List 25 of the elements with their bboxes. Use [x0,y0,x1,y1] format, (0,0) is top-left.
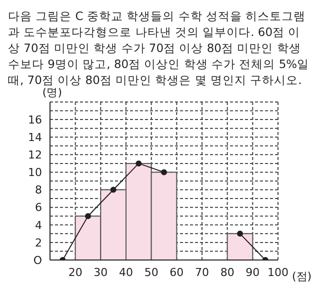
x-axis-title: (점) [292,270,312,283]
y-tick-label: 10 [28,166,42,180]
x-tick-label: 30 [94,266,108,279]
x-tick-label: 70 [195,266,209,279]
y-tick-label: 2 [35,236,42,250]
y-tick-label: 6 [35,201,42,214]
chart-title: 다음 그림은 C 중학교 학생들의 수학 성적을 히스토그램과 도수분포다각형으로 나타낸 것의 일부이다. 60점 이상 70점 미만인 학생 수가 70점 이상 80점 미만인 학생 수보다 9명이 많고, 80점 이상인 학생 수가 전체의 5%일 때, 70점 이상 80점 미만인 학생은 몇 명인지 구하시오. [8,8,310,88]
point [237,230,243,237]
x-tick-label: 50 [144,266,158,279]
y-tick-label: 12 [28,148,42,162]
point [161,169,167,176]
x-tick-label: 40 [119,266,133,279]
y-tick-label: 4 [35,218,42,232]
x-tick-label: 90 [246,266,260,279]
y-tick-label: O [33,254,42,267]
y-tick-label: 16 [28,113,42,126]
x-tick-label: 60 [170,266,184,279]
y-tick-label: 14 [28,131,42,144]
point [136,160,142,166]
x-tick-label: 100 [268,266,288,279]
point [110,186,116,193]
y-tick-label: 8 [35,184,42,197]
point [85,213,91,220]
x-tick-label: 20 [68,266,82,279]
x-tick-label: 80 [220,266,234,279]
